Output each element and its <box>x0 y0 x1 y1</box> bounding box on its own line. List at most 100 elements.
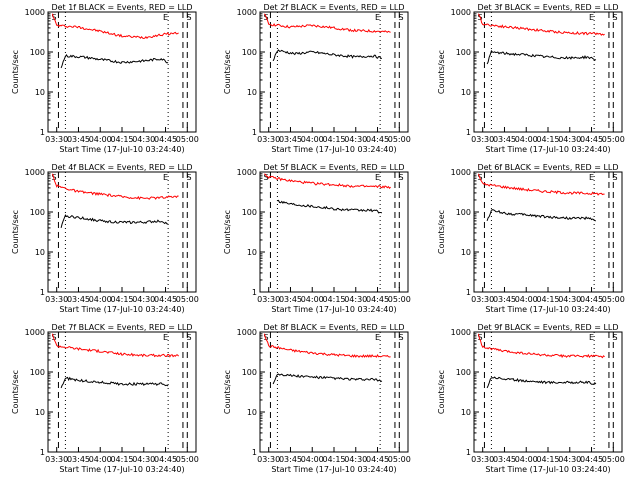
y-tick-label: 10 <box>35 408 45 417</box>
x-tick-label: 03:30 <box>471 455 494 464</box>
y-tick-label: 100 <box>242 48 257 57</box>
x-tick-label: 05:00 <box>176 295 199 304</box>
y-tick-label: 1000 <box>451 8 471 17</box>
events-series-line <box>272 373 383 385</box>
x-tick-label: 03:30 <box>257 455 280 464</box>
x-tick-label: 03:30 <box>45 455 68 464</box>
lld-series-line <box>477 333 605 359</box>
y-tick-label: 100 <box>242 368 257 377</box>
y-axis-label: Counts/sec <box>437 50 446 94</box>
events-series-line <box>60 376 169 389</box>
x-tick-label: 04:45 <box>580 295 603 304</box>
y-axis-label: Counts/sec <box>11 50 20 94</box>
events-series-line <box>486 376 597 389</box>
x-tick-label: 04:00 <box>301 135 324 144</box>
chart-panel: Det 9f BLACK = Events, RED = LLD 1 10 100 10… <box>437 323 625 474</box>
chart-panel: Det 2f BLACK = Events, RED = LLD 1 10 100 10… <box>223 3 411 154</box>
x-tick-label: 03:30 <box>257 135 280 144</box>
x-tick-label: 04:00 <box>89 135 112 144</box>
y-tick-label: 1 <box>252 288 257 297</box>
x-tick-label: 04:15 <box>536 295 559 304</box>
plot-frame <box>259 11 409 133</box>
x-tick-label: 03:45 <box>493 295 516 304</box>
interval-marker-label: S <box>398 173 403 182</box>
x-tick-label: 04:00 <box>89 295 112 304</box>
y-tick-label: 1 <box>40 128 45 137</box>
x-tick-label: 03:45 <box>493 135 516 144</box>
x-tick-label: 05:00 <box>388 295 411 304</box>
x-axis-label: Start Time (17-Jul-10 03:24:40) <box>485 145 610 154</box>
plot-frame <box>259 171 409 293</box>
x-tick-label: 05:00 <box>388 455 411 464</box>
interval-marker-label: E <box>163 333 168 342</box>
x-axis-label: Start Time (17-Jul-10 03:24:40) <box>271 305 396 314</box>
x-tick-label: 03:30 <box>257 295 280 304</box>
x-tick-label: 03:45 <box>67 135 90 144</box>
y-tick-label: 10 <box>461 248 471 257</box>
interval-marker-label: S <box>398 333 403 342</box>
x-tick-label: 04:00 <box>89 455 112 464</box>
chart-panel: Det 3f BLACK = Events, RED = LLD 1 10 100 10… <box>437 3 625 154</box>
y-tick-label: 1 <box>466 288 471 297</box>
y-tick-label: 10 <box>35 248 45 257</box>
y-tick-label: 1000 <box>237 168 257 177</box>
x-tick-label: 03:30 <box>45 295 68 304</box>
interval-marker-label: E <box>163 13 168 22</box>
x-tick-label: 04:00 <box>515 295 538 304</box>
y-tick-label: 100 <box>456 208 471 217</box>
x-tick-label: 03:45 <box>67 295 90 304</box>
interval-marker-label: S <box>186 173 191 182</box>
plot-frame <box>47 11 197 133</box>
plot-frame <box>473 171 623 293</box>
y-tick-label: 1000 <box>451 168 471 177</box>
x-tick-label: 04:00 <box>301 455 324 464</box>
events-series-line <box>486 49 597 65</box>
interval-marker-label: E <box>375 13 380 22</box>
interval-marker-label: E <box>163 173 168 182</box>
x-axis-label: Start Time (17-Jul-10 03:24:40) <box>59 305 184 314</box>
y-tick-label: 1000 <box>25 168 45 177</box>
y-tick-label: 1000 <box>237 8 257 17</box>
x-tick-label: 04:30 <box>558 295 581 304</box>
x-axis-label: Start Time (17-Jul-10 03:24:40) <box>59 145 184 154</box>
x-tick-label: 03:45 <box>493 455 516 464</box>
chart-panel: Det 4f BLACK = Events, RED = LLD 1 10 100 10… <box>11 163 199 314</box>
y-tick-label: 10 <box>461 408 471 417</box>
plot-frame <box>473 331 623 453</box>
y-tick-label: 10 <box>247 88 257 97</box>
interval-marker-label: S <box>612 333 617 342</box>
y-tick-label: 1 <box>466 128 471 137</box>
chart-title: Det 3f BLACK = Events, RED = LLD <box>477 3 618 12</box>
y-tick-label: 100 <box>456 48 471 57</box>
x-tick-label: 04:15 <box>536 455 559 464</box>
x-tick-label: 04:30 <box>558 455 581 464</box>
y-tick-label: 1 <box>252 448 257 457</box>
x-tick-label: 03:45 <box>279 295 302 304</box>
y-tick-label: 10 <box>247 408 257 417</box>
x-tick-label: 04:45 <box>366 455 389 464</box>
y-tick-label: 1000 <box>25 328 45 337</box>
lld-series-line <box>263 13 391 33</box>
lld-series-line <box>51 13 179 40</box>
x-tick-label: 03:45 <box>279 135 302 144</box>
x-tick-label: 05:00 <box>602 295 625 304</box>
plot-frame <box>47 331 197 453</box>
x-tick-label: 05:00 <box>176 135 199 144</box>
x-tick-label: 04:45 <box>580 455 603 464</box>
interval-marker-label: S <box>478 333 483 342</box>
y-tick-label: 100 <box>30 208 45 217</box>
y-tick-label: 1 <box>40 448 45 457</box>
interval-marker-label: S <box>264 173 269 182</box>
interval-marker-label: E <box>589 173 594 182</box>
x-tick-label: 04:30 <box>344 455 367 464</box>
chart-title: Det 4f BLACK = Events, RED = LLD <box>51 163 192 172</box>
x-tick-label: 04:30 <box>132 455 155 464</box>
x-tick-label: 04:45 <box>154 295 177 304</box>
chart-title: Det 1f BLACK = Events, RED = LLD <box>51 3 192 12</box>
y-tick-label: 100 <box>30 48 45 57</box>
y-tick-label: 1 <box>466 448 471 457</box>
x-tick-label: 04:15 <box>322 455 345 464</box>
chart-panel: Det 8f BLACK = Events, RED = LLD 1 10 100 10… <box>223 323 411 474</box>
x-tick-label: 04:45 <box>580 135 603 144</box>
chart-panel: Det 6f BLACK = Events, RED = LLD 1 10 100 10… <box>437 163 625 314</box>
